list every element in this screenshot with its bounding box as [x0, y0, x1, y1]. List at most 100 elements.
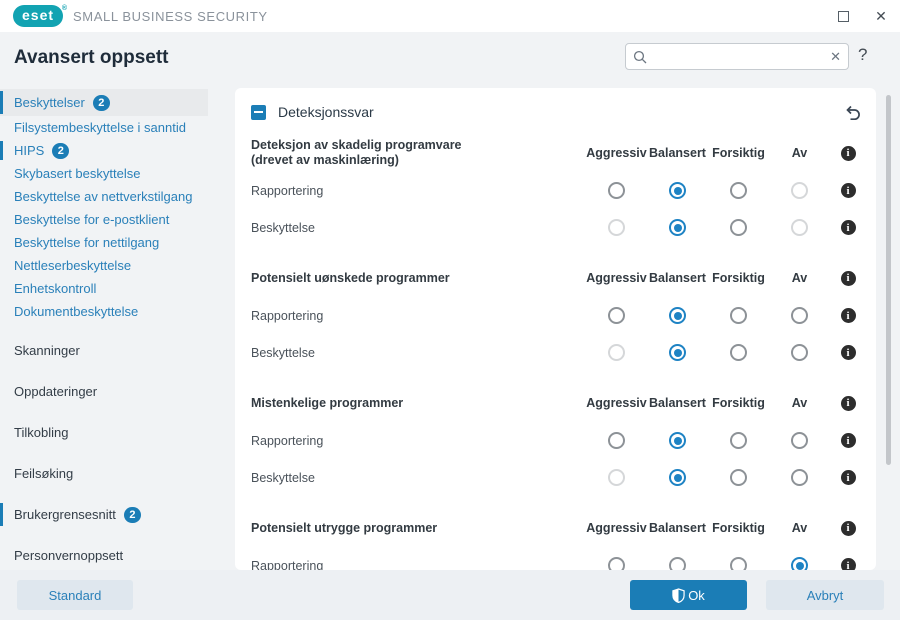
info-icon[interactable]: i: [840, 183, 856, 198]
help-icon[interactable]: ?: [858, 45, 868, 64]
info-icon[interactable]: i: [840, 270, 856, 286]
sidebar-item[interactable]: Enhetskontroll: [0, 277, 208, 300]
radio-forsiktig[interactable]: [730, 219, 747, 236]
radio-forsiktig[interactable]: [730, 432, 747, 449]
sidebar-item-label: Nettleserbeskyttelse: [14, 258, 132, 273]
radio-av[interactable]: [791, 432, 808, 449]
info-icon[interactable]: i: [840, 558, 856, 570]
radio-balansert[interactable]: [669, 219, 686, 236]
radio-forsiktig[interactable]: [730, 182, 747, 199]
sidebar-item[interactable]: Nettleserbeskyttelse: [0, 254, 208, 277]
radio-balansert[interactable]: [669, 432, 686, 449]
info-icon[interactable]: i: [840, 470, 856, 485]
radio-aggressiv[interactable]: [608, 557, 625, 570]
search-box[interactable]: ✕: [625, 43, 849, 70]
column-header: Balansert: [649, 396, 706, 410]
clear-search-icon[interactable]: ✕: [830, 48, 841, 64]
search-input[interactable]: [652, 49, 826, 64]
sidebar-item[interactable]: Oppdateringer: [0, 378, 208, 405]
radio-balansert[interactable]: [669, 557, 686, 570]
radio-av[interactable]: [791, 307, 808, 324]
column-header: Balansert: [649, 521, 706, 535]
setting-row: Beskyttelse i: [251, 334, 866, 371]
row-label: Rapportering: [251, 308, 324, 323]
radio-forsiktig[interactable]: [730, 344, 747, 361]
info-icon[interactable]: i: [840, 395, 856, 411]
revert-button[interactable]: [843, 104, 862, 121]
window-controls: ✕: [824, 0, 900, 32]
info-icon[interactable]: i: [840, 308, 856, 323]
radio-balansert[interactable]: [669, 307, 686, 324]
radio-forsiktig[interactable]: [730, 557, 747, 570]
group-title: Potensielt uønskede programmer: [251, 270, 450, 285]
groups-container: Deteksjon av skadelig programvare (dreve…: [235, 130, 876, 570]
sidebar-item[interactable]: Skybasert beskyttelse: [0, 162, 208, 185]
radio-av[interactable]: [791, 344, 808, 361]
sidebar-item[interactable]: Beskyttelser 2: [0, 89, 208, 116]
sidebar-item[interactable]: Beskyttelse for e-postklient: [0, 208, 208, 231]
radio-av[interactable]: [791, 469, 808, 486]
sidebar-item[interactable]: Dokumentbeskyttelse: [0, 300, 208, 323]
radio-av[interactable]: [791, 182, 808, 199]
radio-forsiktig[interactable]: [730, 469, 747, 486]
info-icon[interactable]: i: [840, 520, 856, 536]
panel-header: Deteksjonssvar: [235, 88, 876, 130]
titlebar: eset ® SMALL BUSINESS SECURITY ✕: [0, 0, 900, 32]
column-header: Av: [791, 271, 808, 285]
sidebar-item-label: Skanninger: [14, 343, 80, 358]
radio-aggressiv[interactable]: [608, 219, 625, 236]
settings-group: Potensielt uønskede programmer Aggressiv…: [251, 259, 866, 371]
info-icon[interactable]: i: [840, 433, 856, 448]
sidebar-item-label: Dokumentbeskyttelse: [14, 304, 139, 319]
settings-panel: Deteksjonssvar Deteksjon av skadelig pro…: [235, 88, 876, 570]
sidebar-item[interactable]: Brukergrensesnitt 2: [0, 501, 208, 528]
settings-group: Deteksjon av skadelig programvare (dreve…: [251, 134, 866, 246]
radio-aggressiv[interactable]: [608, 182, 625, 199]
column-header: Aggressiv: [586, 521, 647, 535]
brand-text: eset: [22, 7, 55, 23]
radio-aggressiv[interactable]: [608, 307, 625, 324]
settings-group: Potensielt utrygge programmer Aggressiv B…: [251, 509, 866, 570]
sidebar-item-label: Beskyttelse av nettverkstilgang: [14, 189, 193, 204]
info-icon[interactable]: i: [840, 345, 856, 360]
radio-aggressiv[interactable]: [608, 432, 625, 449]
collapse-icon[interactable]: [251, 104, 266, 120]
column-header: Balansert: [649, 146, 706, 160]
info-icon[interactable]: i: [840, 220, 856, 235]
radio-forsiktig[interactable]: [730, 307, 747, 324]
sidebar-item-label: Enhetskontroll: [14, 281, 97, 296]
radio-aggressiv[interactable]: [608, 344, 625, 361]
radio-av[interactable]: [791, 219, 808, 236]
close-button[interactable]: ✕: [862, 0, 900, 32]
row-label: Beskyttelse: [251, 220, 315, 235]
info-icon[interactable]: i: [840, 145, 856, 161]
sidebar-item[interactable]: Beskyttelse av nettverkstilgang: [0, 185, 208, 208]
setting-row: Beskyttelse i: [251, 459, 866, 496]
setting-row: Rapportering i: [251, 172, 866, 209]
sidebar: Beskyttelser 2 Filsystembeskyttelse i sann…: [0, 89, 222, 569]
group-header: Potensielt uønskede programmer Aggressiv…: [251, 259, 866, 297]
radio-balansert[interactable]: [669, 182, 686, 199]
radio-balansert[interactable]: [669, 469, 686, 486]
undo-icon: [846, 105, 860, 120]
scrollbar-thumb[interactable]: [886, 95, 891, 465]
count-badge: 2: [52, 143, 70, 159]
sidebar-item[interactable]: Filsystembeskyttelse i sanntid: [0, 116, 208, 139]
sidebar-item-label: Personvernoppsett: [14, 548, 124, 563]
maximize-button[interactable]: [824, 0, 862, 32]
settings-group: Mistenkelige programmer Aggressiv Balanse…: [251, 384, 866, 496]
radio-aggressiv[interactable]: [608, 469, 625, 486]
sidebar-item[interactable]: Beskyttelse for nettilgang: [0, 231, 208, 254]
sidebar-item[interactable]: Personvernoppsett: [0, 542, 208, 569]
sidebar-item[interactable]: Skanninger: [0, 337, 208, 364]
sidebar-item[interactable]: Feilsøking: [0, 460, 208, 487]
sidebar-item[interactable]: Tilkobling: [0, 419, 208, 446]
row-label: Beskyttelse: [251, 470, 315, 485]
ok-button[interactable]: Ok: [630, 580, 747, 610]
maximize-icon: [837, 10, 849, 22]
radio-av[interactable]: [791, 557, 808, 570]
cancel-button[interactable]: Avbryt: [766, 580, 884, 610]
radio-balansert[interactable]: [669, 344, 686, 361]
sidebar-item[interactable]: HIPS 2: [0, 139, 208, 162]
standard-button[interactable]: Standard: [17, 580, 133, 610]
